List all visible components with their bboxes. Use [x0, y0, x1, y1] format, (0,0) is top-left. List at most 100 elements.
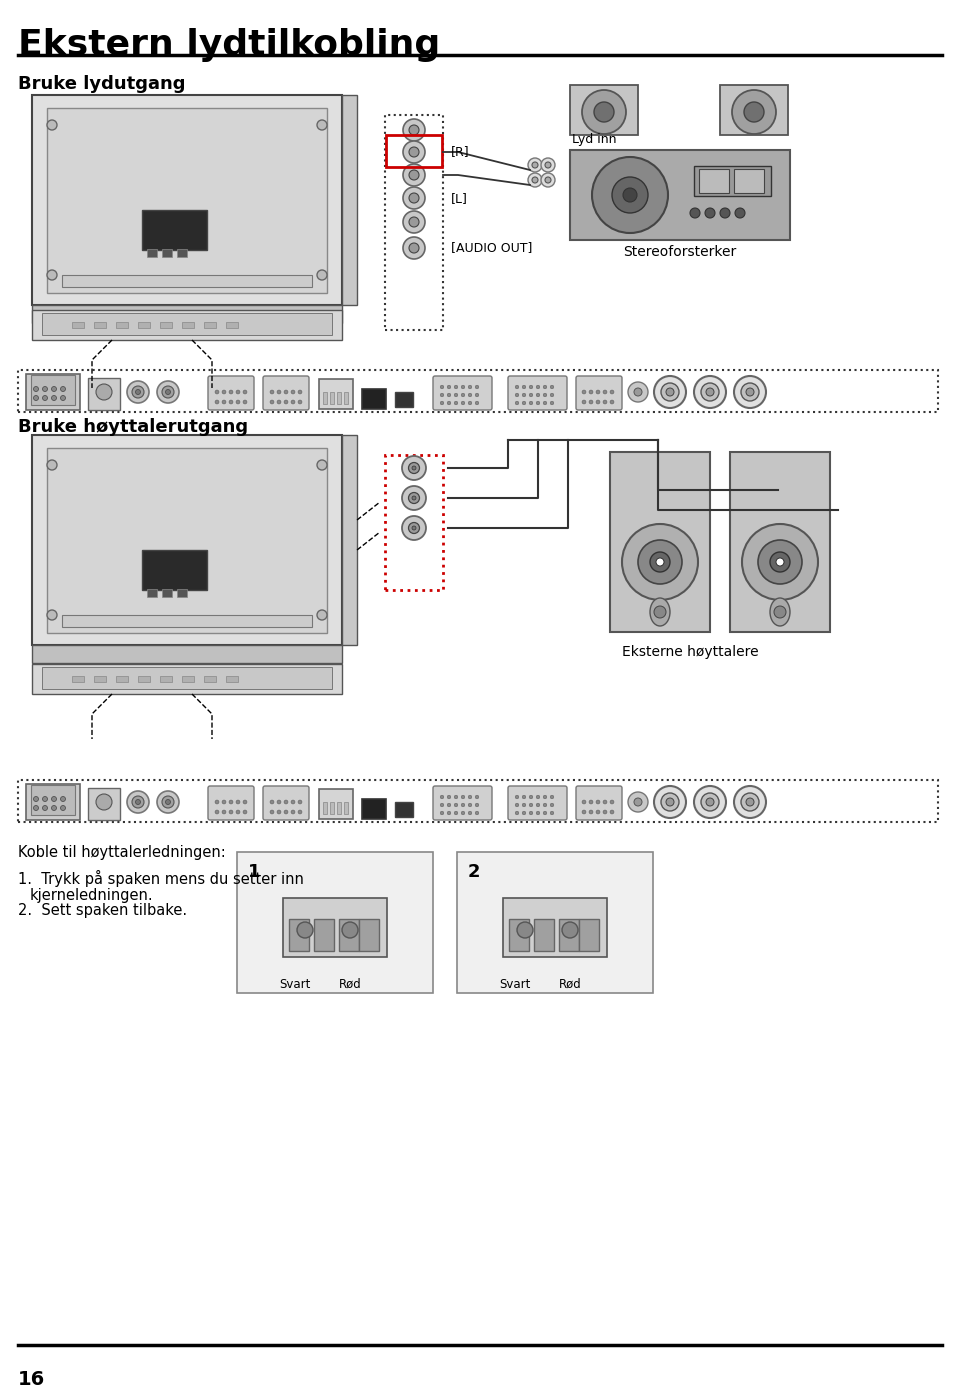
Text: Bruke høyttalerutgang: Bruke høyttalerutgang: [18, 418, 248, 436]
FancyBboxPatch shape: [263, 376, 309, 409]
FancyBboxPatch shape: [62, 275, 312, 286]
Circle shape: [550, 386, 554, 388]
Circle shape: [135, 390, 140, 394]
Circle shape: [706, 798, 714, 806]
Circle shape: [454, 401, 458, 405]
FancyBboxPatch shape: [395, 802, 413, 817]
Circle shape: [243, 800, 247, 805]
Circle shape: [582, 810, 586, 814]
Circle shape: [277, 400, 281, 404]
FancyBboxPatch shape: [42, 313, 332, 335]
Circle shape: [742, 524, 818, 599]
FancyBboxPatch shape: [385, 115, 443, 330]
FancyBboxPatch shape: [503, 898, 607, 957]
Circle shape: [475, 795, 479, 799]
Bar: [94, 321, 106, 328]
Bar: [204, 321, 216, 328]
FancyBboxPatch shape: [18, 370, 938, 412]
FancyBboxPatch shape: [570, 85, 638, 136]
FancyBboxPatch shape: [509, 919, 529, 951]
Text: 2: 2: [468, 863, 481, 882]
Circle shape: [60, 395, 65, 401]
FancyBboxPatch shape: [289, 919, 309, 951]
Bar: [138, 321, 150, 328]
Circle shape: [529, 401, 533, 405]
Circle shape: [594, 102, 614, 122]
Circle shape: [34, 806, 38, 810]
Circle shape: [317, 610, 327, 620]
FancyBboxPatch shape: [314, 919, 334, 951]
Circle shape: [529, 812, 533, 814]
Circle shape: [135, 799, 140, 805]
Circle shape: [454, 393, 458, 397]
FancyBboxPatch shape: [26, 374, 80, 409]
Circle shape: [441, 393, 444, 397]
Bar: [116, 321, 128, 328]
Circle shape: [461, 795, 465, 799]
Circle shape: [52, 806, 57, 810]
Circle shape: [468, 803, 471, 807]
Circle shape: [236, 400, 240, 404]
Circle shape: [550, 812, 554, 814]
Circle shape: [596, 390, 600, 394]
Circle shape: [243, 390, 247, 394]
FancyBboxPatch shape: [283, 898, 387, 957]
Circle shape: [165, 799, 171, 805]
Circle shape: [284, 800, 288, 805]
Circle shape: [454, 803, 458, 807]
Circle shape: [582, 89, 626, 134]
Circle shape: [654, 376, 686, 408]
Circle shape: [537, 795, 540, 799]
Circle shape: [603, 390, 607, 394]
FancyBboxPatch shape: [534, 919, 554, 951]
Circle shape: [735, 208, 745, 218]
Circle shape: [592, 156, 668, 233]
FancyBboxPatch shape: [579, 919, 599, 951]
FancyBboxPatch shape: [32, 645, 342, 664]
Circle shape: [537, 401, 540, 405]
FancyBboxPatch shape: [32, 310, 342, 339]
Circle shape: [529, 393, 533, 397]
Circle shape: [522, 401, 526, 405]
FancyBboxPatch shape: [32, 95, 342, 305]
Circle shape: [543, 812, 547, 814]
Circle shape: [403, 141, 425, 163]
Circle shape: [47, 460, 57, 469]
Circle shape: [589, 800, 593, 805]
Circle shape: [229, 400, 233, 404]
Circle shape: [403, 163, 425, 186]
FancyBboxPatch shape: [142, 210, 207, 250]
Circle shape: [532, 162, 538, 168]
Circle shape: [447, 795, 451, 799]
FancyBboxPatch shape: [88, 788, 120, 820]
Circle shape: [661, 383, 679, 401]
Circle shape: [776, 557, 784, 566]
Circle shape: [412, 467, 416, 469]
Bar: [162, 249, 172, 257]
Circle shape: [543, 795, 547, 799]
Circle shape: [537, 812, 540, 814]
Circle shape: [461, 401, 465, 405]
Bar: [177, 590, 187, 597]
Circle shape: [162, 796, 174, 807]
Ellipse shape: [770, 598, 790, 626]
Circle shape: [628, 381, 648, 402]
Circle shape: [562, 922, 578, 937]
FancyBboxPatch shape: [142, 550, 207, 590]
Circle shape: [409, 522, 420, 534]
Circle shape: [222, 400, 226, 404]
Circle shape: [409, 193, 419, 203]
Circle shape: [694, 376, 726, 408]
Circle shape: [454, 812, 458, 814]
Circle shape: [622, 524, 698, 599]
Circle shape: [720, 208, 730, 218]
Circle shape: [127, 791, 149, 813]
Circle shape: [298, 810, 302, 814]
Circle shape: [545, 162, 551, 168]
Circle shape: [60, 796, 65, 802]
Circle shape: [758, 541, 802, 584]
Circle shape: [650, 552, 670, 571]
FancyBboxPatch shape: [42, 666, 332, 689]
FancyBboxPatch shape: [62, 615, 312, 627]
Circle shape: [582, 390, 586, 394]
